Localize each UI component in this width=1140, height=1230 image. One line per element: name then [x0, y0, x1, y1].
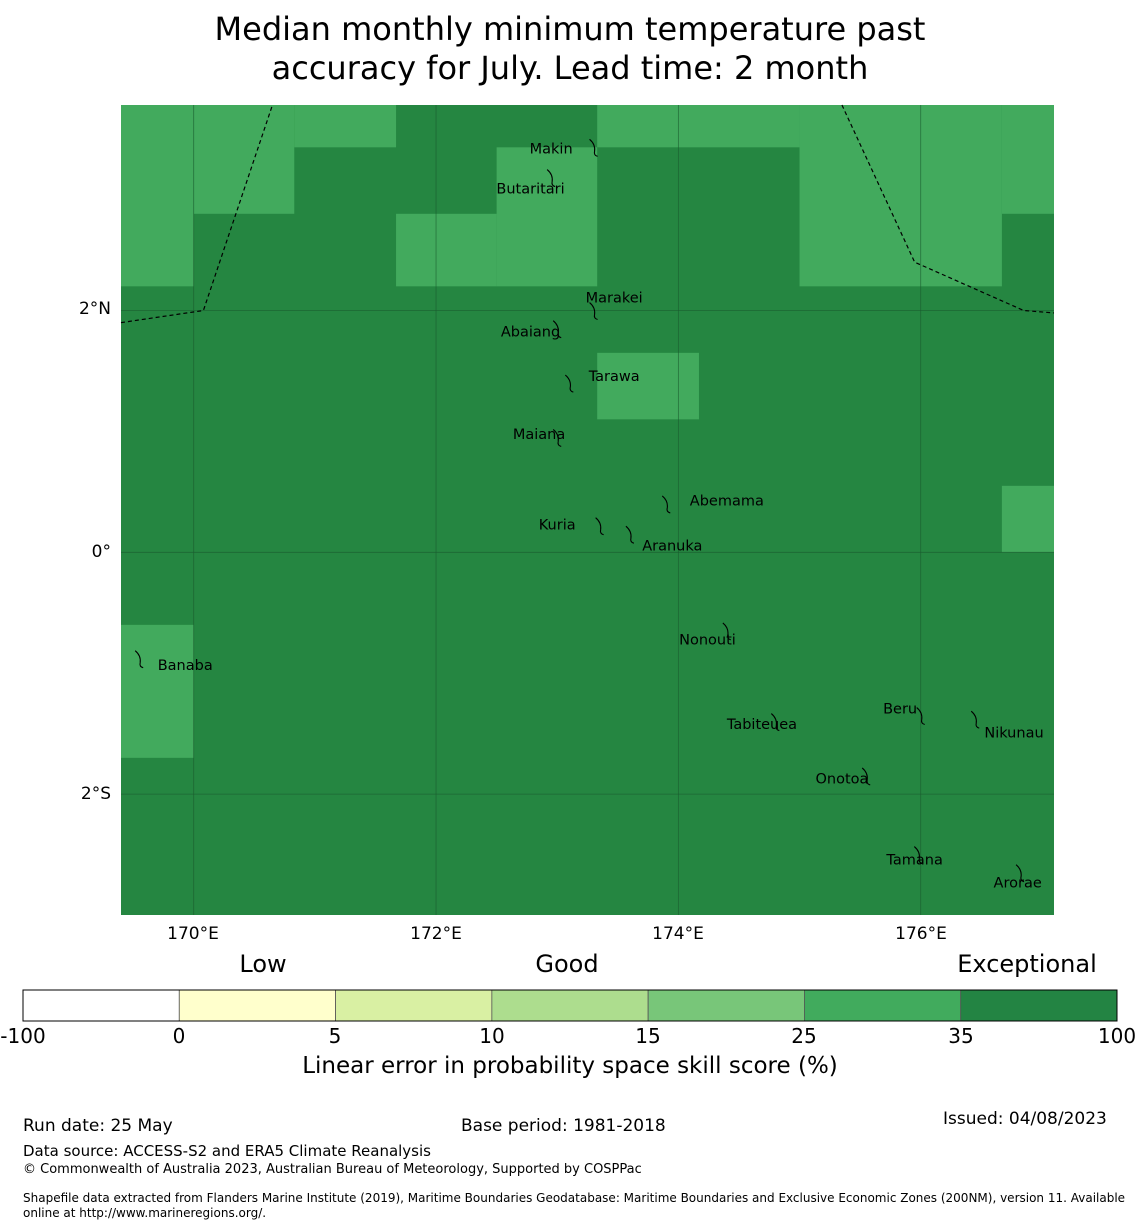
- y-tick-2n: 2°N: [78, 299, 111, 319]
- colorbar-segment-5: [804, 989, 962, 1022]
- data-source: Data source: ACCESS-S2 and ERA5 Climate …: [23, 1142, 431, 1160]
- colorbar-tick-5: 5: [328, 1024, 342, 1048]
- colorbar-tick-0: 0: [172, 1024, 186, 1048]
- colorbar-label: Linear error in probability space skill …: [302, 1053, 838, 1079]
- island-label-butaritari: Butaritari: [496, 182, 564, 198]
- island-label-maiana: Maiana: [513, 427, 565, 443]
- colorbar-tick-15: 15: [635, 1024, 661, 1048]
- shapefile-credit: Shapefile data extracted from Flanders M…: [23, 1191, 1126, 1220]
- category-good: Good: [535, 950, 599, 978]
- colorbar-tick-10: 10: [479, 1024, 505, 1048]
- island-tabiteuea-shape: [770, 713, 780, 732]
- skill-cell-1: [193, 105, 295, 214]
- island-nonouti-shape: [722, 622, 732, 641]
- island-label-makin: Makin: [530, 142, 573, 158]
- island-kuria-shape: [595, 517, 604, 536]
- skill-cell-9: [1001, 485, 1054, 553]
- island-nikunau-shape: [970, 710, 980, 729]
- island-abaiang-shape: [552, 320, 562, 339]
- colorbar-tick-100: 100: [1097, 1024, 1137, 1048]
- colorbar: [22, 989, 1118, 1022]
- island-label-banaba: Banaba: [158, 658, 213, 674]
- x-tick-172e: 172°E: [410, 924, 462, 944]
- island-label-tamana: Tamana: [885, 853, 942, 869]
- skill-map: Makin Butaritari Marakei Abaiang Tarawa Maian…: [120, 104, 1055, 915]
- base-period: Base period: 1981-2018: [461, 1116, 666, 1136]
- island-label-nikunau: Nikunau: [984, 726, 1043, 742]
- island-abemama-shape: [661, 495, 671, 514]
- skill-cell-3: [396, 213, 497, 287]
- colorbar-outline: [22, 989, 1118, 1022]
- island-banaba-shape: [134, 650, 144, 669]
- island-label-tabiteuea: Tabiteuea: [726, 717, 797, 733]
- island-label-abaiang: Abaiang: [501, 324, 560, 340]
- skill-cell-10: [121, 624, 194, 758]
- colorbar-tick-25: 25: [791, 1024, 817, 1048]
- colorbar-segment-4: [647, 989, 805, 1022]
- island-makin-shape: [589, 138, 598, 157]
- island-label-tarawa: Tarawa: [588, 369, 640, 385]
- island-label-onotoa: Onotoa: [815, 772, 868, 788]
- island-butaritari-shape: [546, 169, 556, 188]
- title-line-2: accuracy for July. Lead time: 2 month: [271, 49, 869, 87]
- copyright: © Commonwealth of Australia 2023, Austra…: [23, 1162, 642, 1177]
- island-aranuka-shape: [625, 525, 635, 544]
- colorbar-segment-2: [335, 989, 493, 1022]
- island-label-kuria: Kuria: [539, 518, 576, 534]
- skill-cell-4: [496, 147, 598, 287]
- skill-cell-7: [1001, 105, 1054, 214]
- island-tarawa-shape: [564, 374, 574, 393]
- island-label-beru: Beru: [883, 701, 917, 717]
- issued-date: Issued: 04/08/2023: [943, 1109, 1107, 1129]
- colorbar-segment-6: [960, 989, 1118, 1022]
- colorbar-segment-1: [178, 989, 336, 1022]
- island-onotoa-shape: [861, 767, 871, 786]
- colorbar-tick-35: 35: [948, 1024, 974, 1048]
- skill-cell-6: [799, 105, 1002, 287]
- x-tick-170e: 170°E: [167, 924, 219, 944]
- island-label-nonouti: Nonouti: [679, 633, 736, 649]
- skill-cell-0: [121, 105, 194, 287]
- colorbar-segment-3: [491, 989, 649, 1022]
- island-label-arorae: Arorae: [994, 876, 1042, 892]
- y-tick-2s: 2°S: [80, 784, 111, 804]
- island-arorae-shape: [1015, 864, 1025, 883]
- chart-title: Median monthly minimum temperature past …: [0, 10, 1140, 88]
- eez-boundary-1: [841, 104, 1055, 314]
- eez-boundary-0: [120, 104, 274, 324]
- skill-cell-2: [294, 105, 397, 148]
- x-tick-176e: 176°E: [895, 924, 947, 944]
- skill-cell-8: [597, 352, 699, 420]
- island-marakei-shape: [589, 302, 598, 321]
- category-low: Low: [239, 950, 287, 978]
- category-exceptional: Exceptional: [957, 950, 1097, 978]
- x-tick-174e: 174°E: [652, 924, 704, 944]
- title-line-1: Median monthly minimum temperature past: [214, 10, 926, 48]
- colorbar-tick-minus-100: -100: [0, 1024, 46, 1048]
- island-label-abemama: Abemama: [690, 494, 764, 510]
- skill-cell-5: [597, 105, 800, 148]
- island-label-aranuka: Aranuka: [642, 538, 702, 554]
- island-tamana-shape: [913, 846, 923, 865]
- run-date: Run date: 25 May: [23, 1116, 173, 1136]
- y-tick-0: 0°: [91, 542, 111, 562]
- colorbar-segment-0: [22, 989, 180, 1022]
- island-beru-shape: [916, 707, 925, 726]
- island-label-marakei: Marakei: [586, 290, 643, 306]
- island-maiana-shape: [552, 429, 562, 447]
